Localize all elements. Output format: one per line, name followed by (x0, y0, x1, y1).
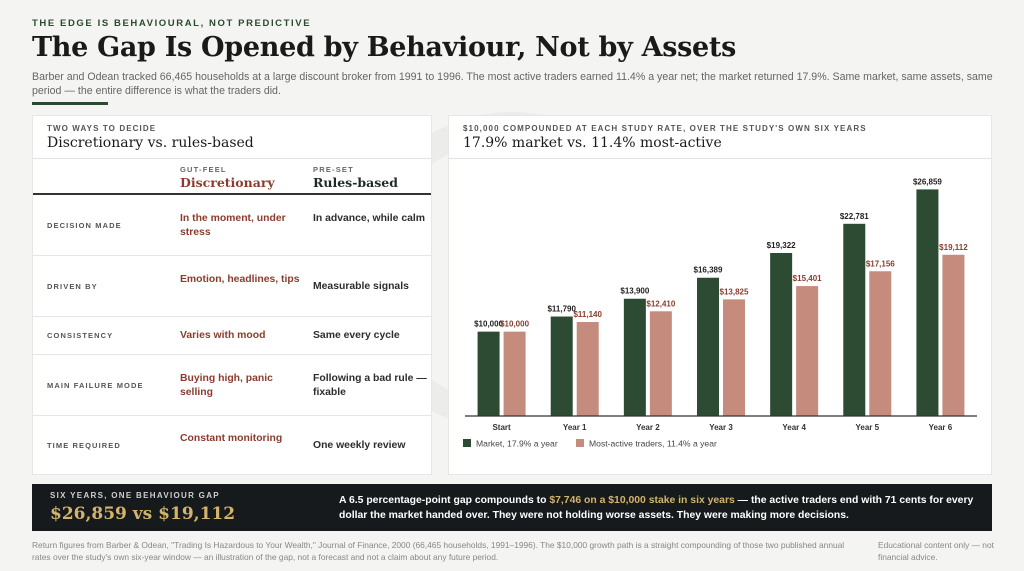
x-tick-label: Year 4 (782, 423, 806, 432)
legend-swatch (576, 439, 584, 447)
bar-active-3 (723, 299, 745, 416)
banner-text-b: — the active traders end with 71 cents f… (339, 495, 974, 521)
data-label: $16,389 (694, 266, 723, 275)
data-label: $11,140 (573, 310, 602, 319)
row-rules: One weekly review (313, 440, 406, 451)
bar-active-5 (869, 271, 892, 416)
legend-swatch (463, 439, 471, 447)
chart-title: 17.9% market vs. 11.4% most-active (463, 135, 722, 151)
column-title-discretionary: Discretionary (180, 175, 275, 190)
x-tick-label: Start (492, 423, 511, 432)
banner-text-highlight: $7,746 on a $10,000 stake in six years (549, 495, 735, 506)
table-row: TIME REQUIRED Constant monitoring One week… (33, 416, 431, 475)
x-tick-label: Year 3 (709, 423, 733, 432)
column-kicker-discretionary: GUT-FEEL (180, 165, 227, 174)
row-discretionary: In the moment, under stress (180, 213, 286, 238)
table-row: MAIN FAILURE MODE Buying high, panic sell… (33, 355, 431, 416)
legend-label: Market, 17.9% a year (476, 439, 558, 449)
data-label: $22,781 (840, 212, 869, 221)
divider (33, 158, 431, 159)
bar-market-1 (550, 316, 573, 416)
data-label: $13,825 (720, 287, 749, 296)
data-label: $19,322 (767, 241, 796, 250)
bar-market-6 (916, 189, 939, 416)
header-divider (33, 193, 431, 195)
disclaimer: Educational content only — not financial… (878, 540, 994, 562)
row-label: MAIN FAILURE MODE (47, 381, 144, 390)
source-footnote: Return figures from Barber & Odean, "Tra… (32, 540, 845, 562)
bar-market-5 (843, 223, 866, 416)
bar-active-2 (649, 311, 672, 416)
bar-active-4 (796, 286, 819, 416)
bar-active-6 (942, 254, 965, 416)
data-label: $26,859 (913, 177, 942, 186)
column-title-rules: Rules-based (313, 175, 398, 190)
row-rules: In advance, while calm (313, 213, 426, 224)
x-tick-label: Year 5 (855, 423, 879, 432)
divider (449, 158, 991, 159)
data-label: $17,156 (866, 259, 895, 268)
x-tick-label: Year 1 (563, 423, 587, 432)
row-rules: Same every cycle (313, 330, 400, 341)
row-label: CONSISTENCY (47, 331, 114, 340)
row-discretionary: Buying high, panic selling (180, 373, 273, 398)
comparison-panel: TWO WAYS TO DECIDE Discretionary vs. rul… (32, 115, 432, 475)
row-label: DECISION MADE (47, 221, 122, 230)
comparison-kicker: TWO WAYS TO DECIDE (47, 124, 157, 133)
row-rules: Following a bad rule — fixable (313, 373, 427, 398)
data-label: $19,112 (939, 243, 968, 252)
x-tick-label: Year 6 (929, 423, 953, 432)
row-discretionary: Constant monitoring (180, 433, 283, 444)
row-label: TIME REQUIRED (47, 441, 121, 450)
banner-headline: $26,859 vs $19,112 (50, 504, 236, 524)
summary-banner: SIX YEARS, ONE BEHAVIOUR GAP $26,859 vs … (32, 484, 992, 531)
table-row: CONSISTENCY Varies with mood Same every cy… (33, 317, 431, 355)
page-subtitle: Barber and Odean tracked 66,465 househol… (32, 71, 993, 97)
page-title: The Gap Is Opened by Behaviour, Not by A… (32, 32, 736, 63)
banner-kicker: SIX YEARS, ONE BEHAVIOUR GAP (50, 491, 220, 500)
data-label: $10,000 (474, 320, 503, 329)
accent-rule (32, 102, 108, 105)
data-label: $10,000 (500, 320, 529, 329)
bar-market-3 (697, 277, 719, 416)
bar-active-1 (576, 322, 599, 416)
bar-market-2 (623, 298, 646, 416)
table-row: DRIVEN BY Emotion, headlines, tips Measura… (33, 256, 431, 317)
chart-panel: $10,000 COMPOUNDED AT EACH STUDY RATE, O… (448, 115, 992, 475)
page-kicker: THE EDGE IS BEHAVIOURAL, NOT PREDICTIVE (32, 18, 312, 29)
bar-chart: $10,000$10,000 Start $11,790$11,140 Year 1 $… (463, 177, 977, 449)
row-discretionary: Varies with mood (180, 330, 266, 341)
table-row: DECISION MADE In the moment, under stress… (33, 196, 431, 256)
column-kicker-rules: PRE-SET (313, 165, 354, 174)
data-label: $12,410 (646, 299, 675, 308)
comparison-title: Discretionary vs. rules-based (47, 135, 254, 151)
bar-active-0 (503, 331, 526, 416)
row-rules: Measurable signals (313, 281, 409, 292)
banner-text-a: A 6.5 percentage-point gap compounds to (339, 495, 550, 506)
data-label: $15,401 (793, 274, 822, 283)
data-label: $11,790 (547, 305, 576, 314)
chart-kicker: $10,000 COMPOUNDED AT EACH STUDY RATE, O… (463, 124, 867, 133)
x-tick-label: Year 2 (636, 423, 660, 432)
row-discretionary: Emotion, headlines, tips (180, 274, 300, 285)
banner-text: A 6.5 percentage-point gap compounds to … (339, 494, 979, 523)
legend-label: Most-active traders, 11.4% a year (589, 439, 717, 449)
bar-market-0 (477, 331, 500, 416)
bar-market-4 (770, 252, 793, 416)
row-label: DRIVEN BY (47, 282, 98, 291)
data-label: $13,900 (620, 287, 649, 296)
